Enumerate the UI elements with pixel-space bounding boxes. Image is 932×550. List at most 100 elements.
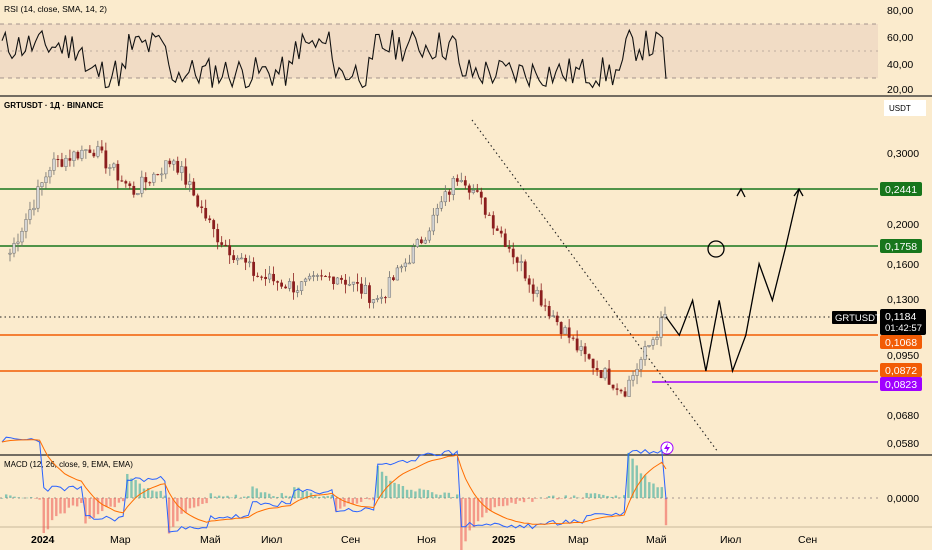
macd-hist-bar (230, 497, 233, 499)
macd-hist-bar (639, 473, 643, 498)
macd-hist-bar (259, 492, 263, 498)
candle-body (531, 284, 535, 294)
macd-hist-bar (326, 495, 329, 498)
candle-body (423, 239, 427, 244)
candle-body (599, 370, 603, 379)
macd-hist-bar (614, 495, 618, 498)
candle-body (168, 160, 172, 165)
macd-hist-bar (297, 487, 300, 498)
candle-body (591, 358, 595, 369)
candle-body (136, 193, 140, 195)
macd-hist-bar (510, 498, 513, 503)
macd-hist-bar (67, 498, 71, 508)
candle-body (379, 296, 384, 299)
time-label-may-2024: Май (200, 534, 221, 546)
macd-hist-bar (656, 487, 659, 498)
time-label-nov-2024: Ноя (417, 534, 436, 546)
time-label-mar-2025: Мар (568, 534, 589, 546)
macd-hist-bar (397, 484, 400, 498)
candle-body (164, 160, 168, 175)
macd-hist-bar (518, 498, 522, 501)
macd-hist-bar (359, 498, 363, 502)
macd-hist-bar (172, 498, 175, 527)
candle-body (192, 181, 196, 196)
candle-body (579, 346, 583, 351)
macd-hist-bar (543, 498, 547, 499)
macd-hist-bar (602, 494, 605, 498)
candle-body (132, 185, 136, 195)
macd-hist-bar (92, 498, 96, 518)
candle-body (387, 277, 392, 298)
candle-body (108, 167, 112, 169)
macd-hist-bar (447, 492, 451, 498)
candle-body (252, 261, 256, 276)
candle-body (495, 228, 499, 231)
macd-hist-bar (443, 492, 446, 498)
candle-body (559, 322, 563, 335)
candle-body (68, 158, 72, 161)
candle-body (60, 159, 64, 167)
time-label-sep-2024: Сен (341, 534, 360, 546)
candle-body (260, 276, 264, 278)
candle-body (92, 152, 96, 157)
countdown-label: 01:42:57 (885, 323, 922, 334)
macd-hist-bar (643, 475, 647, 498)
macd-hist-bar (368, 498, 371, 500)
candle-body (467, 185, 471, 193)
candle-body (360, 283, 363, 294)
macd-hist-bar (351, 498, 354, 505)
macd-hist-bar (222, 496, 225, 498)
level-label-1: 0,1758 (885, 241, 917, 253)
candle-body (212, 220, 216, 230)
time-label-sep-2025: Сен (798, 534, 817, 546)
downtrend-line (471, 119, 719, 453)
candle-body (403, 262, 407, 267)
macd-hist-bar (489, 498, 492, 511)
time-label-jul-2024: Июл (261, 534, 282, 546)
candle-body (16, 241, 20, 244)
candle-body (523, 261, 527, 279)
macd-hist-bar (334, 498, 338, 512)
candle-body (519, 261, 523, 263)
candle-body (587, 354, 591, 359)
macd-hist-bar (88, 498, 91, 519)
candle-body (415, 239, 419, 247)
candle-body (395, 267, 400, 281)
macd-hist-bar (96, 498, 100, 515)
macd-hist-bar (426, 490, 430, 498)
macd-hist-bar (572, 495, 576, 498)
macd-hist-bar (405, 489, 409, 498)
macd-hist-bar (176, 498, 179, 522)
macd-hist-bar (247, 496, 250, 498)
candle-body (295, 290, 300, 293)
candle-body (627, 379, 631, 397)
macd-hist-bar (522, 498, 526, 503)
macd-hist-bar (401, 485, 405, 498)
macd-hist-bar (105, 498, 108, 507)
macd-hist-bar (606, 495, 609, 498)
symbol-tag: GRTUSDT (835, 313, 881, 324)
candle-body (447, 191, 451, 195)
candle-body (80, 149, 84, 159)
macd-panel: MACD (12, 26, close, 9, EMA, EMA) 0,0000 (0, 436, 919, 550)
macd-hist-bar (121, 498, 125, 502)
macd-hist-bar (213, 496, 217, 498)
symbol-tag-box[interactable] (832, 311, 877, 324)
candle-body (479, 191, 483, 198)
macd-hist-bar (4, 494, 8, 498)
candle-body (320, 275, 323, 277)
candle-body (615, 388, 619, 390)
macd-hist-bar (184, 498, 187, 513)
candle-body (303, 278, 308, 282)
candle-body (224, 244, 228, 246)
rsi-line (1, 28, 667, 89)
currency-box[interactable] (884, 100, 926, 116)
macd-hist-bar (552, 495, 555, 498)
candle-body (104, 150, 108, 169)
time-label-2024: 2024 (31, 534, 55, 546)
macd-hist-bar (347, 498, 350, 504)
macd-hist-bar (9, 495, 12, 498)
macd-hist-bar (109, 498, 112, 507)
candle-body (240, 257, 244, 260)
